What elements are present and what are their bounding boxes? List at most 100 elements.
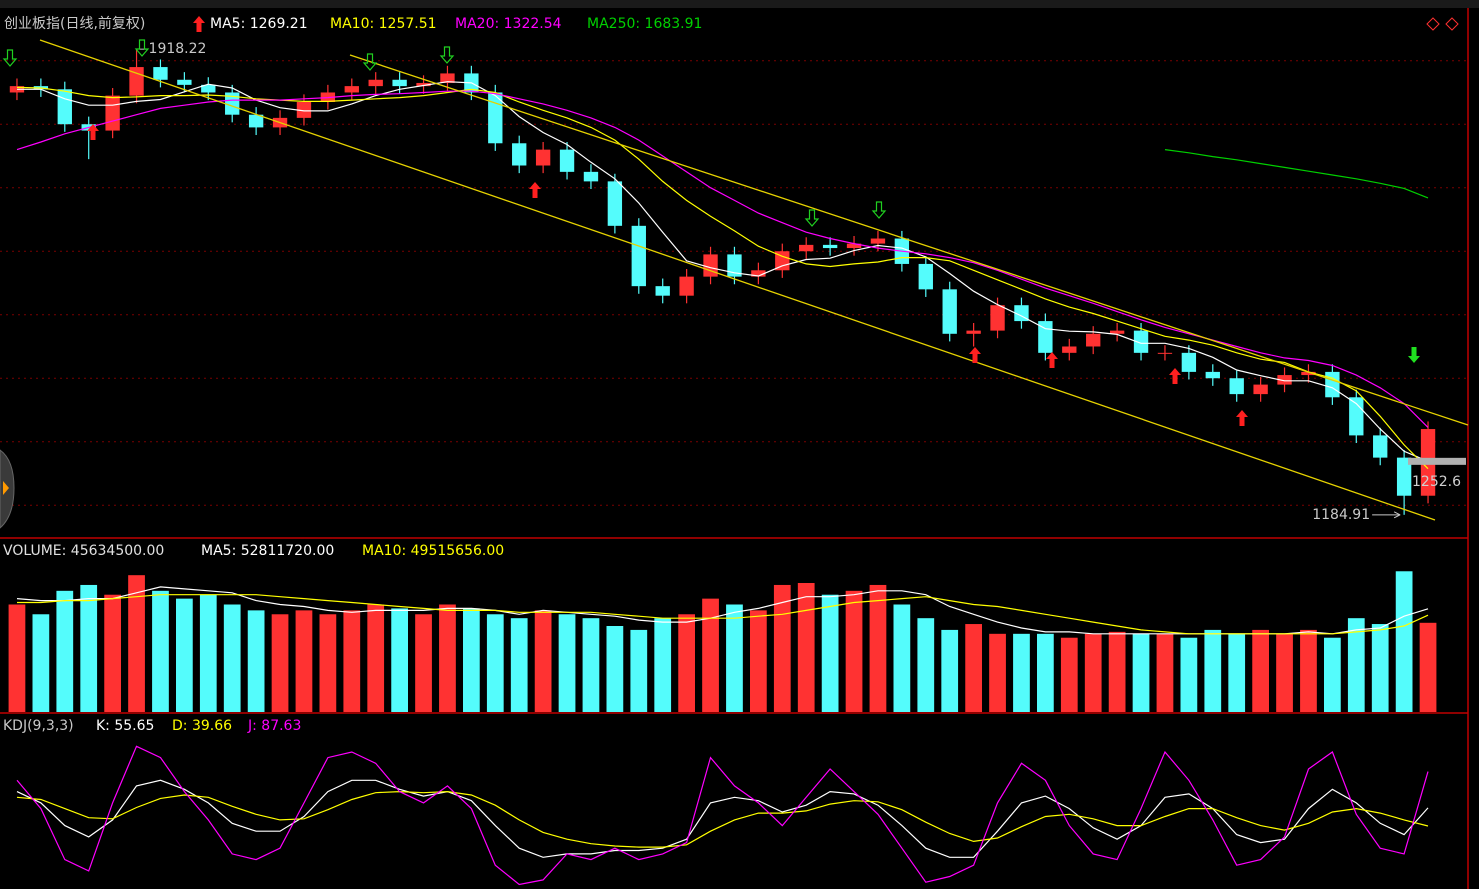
indicator-line xyxy=(16,745,1429,886)
volume-bar xyxy=(199,594,217,712)
volume-bar xyxy=(1060,637,1078,712)
chart-title: 创业板指(日线,前复权) xyxy=(4,15,145,32)
volume-bar xyxy=(1324,637,1341,712)
volume-bar xyxy=(941,629,959,712)
volume-bar xyxy=(367,604,385,712)
candle-body xyxy=(751,270,766,277)
volume-bar xyxy=(1419,622,1437,712)
volume-bar xyxy=(797,583,815,712)
candle-body xyxy=(679,276,694,296)
handle-arrow xyxy=(3,481,9,495)
volume-bar xyxy=(869,584,887,712)
candle-body xyxy=(57,89,72,125)
candle-body xyxy=(440,73,455,83)
candle-body xyxy=(1253,384,1268,395)
volume-bar xyxy=(702,598,719,712)
volume-bar xyxy=(223,604,241,712)
candle-body xyxy=(368,79,383,87)
candle-body xyxy=(1325,371,1340,398)
indicator-line xyxy=(16,86,1429,470)
indicator-line xyxy=(16,90,1429,428)
candle-body xyxy=(1229,378,1244,395)
candle-body xyxy=(105,95,120,131)
volume-bar xyxy=(821,594,839,712)
candle-body xyxy=(799,244,814,252)
candle-body xyxy=(1181,352,1197,372)
candle-body xyxy=(1086,333,1101,347)
candle-body xyxy=(1205,371,1220,379)
icon[interactable] xyxy=(1445,17,1459,31)
side-handle[interactable] xyxy=(0,449,15,529)
volume-bar xyxy=(726,604,743,712)
candle-body xyxy=(559,149,575,172)
legend-entry: J: 87.63 xyxy=(247,718,301,734)
candle-body xyxy=(966,330,981,334)
volume-bar xyxy=(247,610,265,712)
volume-bar xyxy=(989,633,1006,712)
volume-bar xyxy=(558,614,576,712)
candle-body xyxy=(248,114,264,128)
candle-body xyxy=(1396,457,1412,496)
volume-bar xyxy=(917,618,935,712)
toolbar-strip xyxy=(0,0,1479,8)
volume-bar xyxy=(1156,633,1174,712)
candle-body xyxy=(9,86,25,93)
volume-bar xyxy=(391,608,408,712)
candle-body xyxy=(607,181,623,226)
volume-bar xyxy=(1252,629,1269,712)
volume-bar xyxy=(486,614,504,712)
volume-bar xyxy=(606,626,624,712)
kdj-title: KDJ(9,3,3) xyxy=(3,718,74,734)
volume-bar xyxy=(128,575,145,712)
volume-bar xyxy=(1132,633,1150,712)
volume-bar xyxy=(1108,631,1126,712)
volume-bar xyxy=(773,584,791,712)
volume-bar xyxy=(965,624,982,712)
candle-body xyxy=(1062,346,1077,353)
volume-bar xyxy=(104,594,121,712)
candle-body xyxy=(512,143,527,166)
indicator-line xyxy=(1164,149,1429,199)
volume-bar xyxy=(1013,633,1030,712)
candle-body xyxy=(870,238,886,244)
volume-bar xyxy=(271,614,289,712)
volume-bar xyxy=(32,614,50,712)
volume-bar xyxy=(439,604,456,712)
legend-entry: MA20: 1322.54 xyxy=(455,16,562,32)
volume-bar xyxy=(845,590,863,712)
candle-body xyxy=(416,82,431,87)
indicator-line xyxy=(16,790,1429,848)
legend-entry: K: 55.65 xyxy=(96,718,154,734)
volume-bar xyxy=(1037,633,1054,712)
volume-bar xyxy=(319,614,337,712)
candle-body xyxy=(201,84,216,93)
candle-body xyxy=(1014,305,1029,322)
candle-body xyxy=(775,251,790,271)
icon[interactable] xyxy=(1426,17,1440,31)
legend-entry: MA10: 49515656.00 xyxy=(362,543,504,559)
candle-body xyxy=(1373,435,1388,458)
candle-body xyxy=(822,244,838,249)
candle-body xyxy=(1157,352,1173,354)
candle-body xyxy=(846,243,862,249)
candle-body xyxy=(344,86,359,93)
volume-bar xyxy=(1371,624,1389,712)
candle-body xyxy=(392,79,407,87)
marks xyxy=(8,48,1466,886)
volume-bar xyxy=(1084,633,1102,712)
high-annotation: 1918.22 xyxy=(149,41,207,57)
volume-bar xyxy=(1180,637,1198,712)
volume-bar xyxy=(152,590,169,712)
indicator-line xyxy=(16,779,1429,858)
volume-bar xyxy=(463,608,480,712)
volume-bar xyxy=(1347,618,1365,712)
corner-icons[interactable] xyxy=(1426,17,1459,31)
channel-line xyxy=(39,39,1436,521)
grid xyxy=(0,60,1466,506)
legend-entry: MA5: 1269.21 xyxy=(210,16,308,32)
volume-bar xyxy=(534,610,552,712)
candle-body xyxy=(225,92,240,115)
volume-bar xyxy=(56,590,74,712)
